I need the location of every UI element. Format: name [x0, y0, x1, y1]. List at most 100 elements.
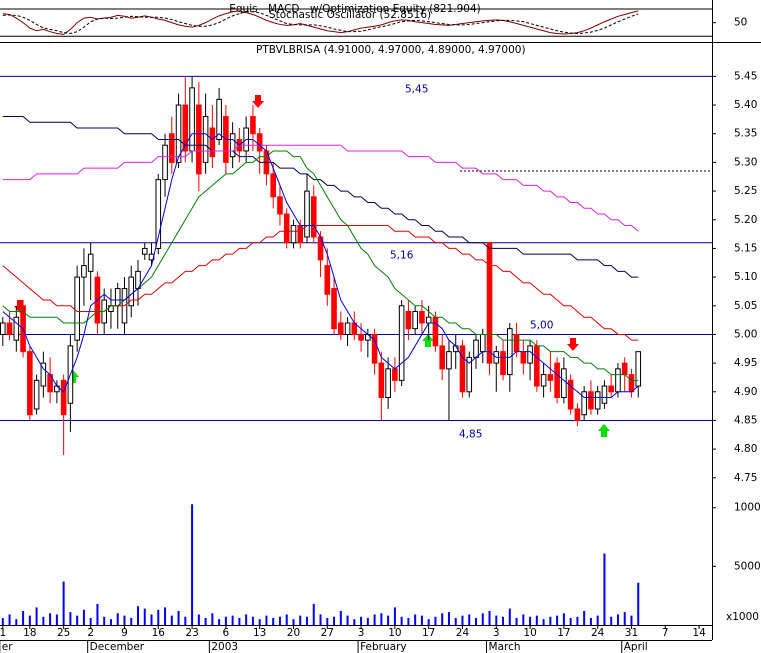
candle-body [439, 345, 445, 370]
x-tick-label: 14 [692, 627, 706, 639]
candle-body [338, 322, 344, 335]
volume-bar [157, 609, 160, 625]
y-tick-label: 10000 [734, 502, 761, 514]
moving-average [2, 150, 639, 381]
candle-body [581, 391, 587, 416]
x-tick-label: 7 [662, 627, 669, 639]
volume-bar [62, 581, 65, 625]
volume-bar [549, 616, 552, 625]
volume-bar [89, 617, 92, 625]
volume-bar [447, 612, 450, 625]
candle-body [534, 345, 540, 387]
y-tick-label: 5.00 [734, 328, 757, 340]
candle-body [74, 276, 80, 341]
volume-bar [137, 606, 139, 625]
volume-bar [150, 614, 153, 625]
volume-bar [414, 614, 417, 625]
candle-body [412, 311, 418, 330]
volume-bar [42, 616, 45, 625]
volume-bar [299, 615, 302, 625]
volume-bar [211, 613, 214, 625]
moving-average [2, 116, 639, 278]
volume-bar [218, 619, 221, 625]
y-tick-label: 5.20 [734, 214, 757, 226]
x-tick-label: 23 [185, 627, 198, 639]
x-tick-label: 9 [121, 627, 128, 639]
candle-body [344, 322, 351, 335]
volume-bar [22, 610, 25, 625]
candle-body [486, 242, 493, 364]
volume-bar [387, 615, 390, 625]
candle-body [216, 98, 222, 140]
volume-bar [468, 614, 471, 625]
volume-bar [326, 617, 329, 625]
volume-bar [204, 617, 207, 625]
candle-body [27, 351, 33, 416]
volume-bar [630, 615, 633, 625]
y-tick-label: 4.90 [734, 386, 757, 398]
candle-body [561, 368, 567, 399]
candle-body [60, 379, 67, 416]
volume-bar [312, 603, 315, 625]
volume-bar [583, 610, 586, 625]
volume-bar [69, 612, 72, 625]
candle-body [446, 351, 452, 370]
candle-body [256, 133, 263, 152]
x-tick-label: 3 [358, 627, 365, 639]
month-label: 2003 [211, 641, 238, 653]
volume-bar [556, 615, 559, 625]
month-label: April [624, 641, 648, 653]
y-tick-label: 4.80 [734, 443, 757, 455]
candle-body [358, 333, 364, 341]
volume-bar [488, 610, 491, 625]
volume-bar [596, 615, 599, 625]
volume-bar [258, 619, 261, 625]
candle-body [250, 116, 256, 135]
reference-label: 5,16 [390, 250, 414, 262]
volume-bar [177, 610, 180, 625]
reference-label: 4,85 [459, 428, 482, 440]
x-tick-label: 2 [87, 627, 94, 639]
candle-body [398, 305, 405, 381]
candle-body [466, 356, 473, 393]
volume-bar [400, 616, 403, 625]
y-tick-label: 4.75 [734, 472, 757, 484]
candle-body [378, 362, 385, 399]
volume-bar [224, 616, 227, 625]
y-tick-label: 5.10 [734, 271, 757, 283]
candle-body [87, 253, 94, 272]
candle-body [392, 368, 398, 381]
volume-bar [265, 615, 268, 625]
candle-body [229, 133, 236, 158]
x-tick-label: 24 [591, 627, 605, 639]
volume-bar [610, 616, 613, 625]
volume-bar [272, 617, 275, 625]
x-tick-label: 17 [557, 627, 570, 639]
candle-body [635, 351, 642, 387]
volume-bar [461, 615, 464, 625]
stochastic-title: Stochastic Oscillator (52.8516) [269, 9, 431, 21]
volume-bar [542, 619, 545, 625]
sell-arrow [567, 338, 579, 351]
x-tick-label: 10 [523, 627, 536, 639]
candle-body [182, 104, 189, 152]
volume-bar [55, 614, 58, 625]
volume-bar [502, 616, 505, 625]
buy-arrow [598, 424, 610, 437]
reference-label: 5,45 [405, 83, 428, 95]
volume-bar [251, 616, 254, 625]
y-tick-label: 5.35 [734, 128, 757, 140]
x-tick-label: 27 [321, 627, 334, 639]
y-tick-label: 4.95 [734, 357, 757, 369]
month-label: er [2, 641, 13, 653]
volume-bar [123, 615, 126, 625]
candle-body [81, 265, 87, 278]
volume-bar [373, 614, 376, 625]
candle-body [554, 362, 560, 399]
volume-bar [15, 619, 18, 625]
volume-bar [420, 615, 423, 625]
volume-bar [103, 616, 106, 625]
volume-bar [319, 614, 322, 625]
candle-body [588, 391, 594, 410]
